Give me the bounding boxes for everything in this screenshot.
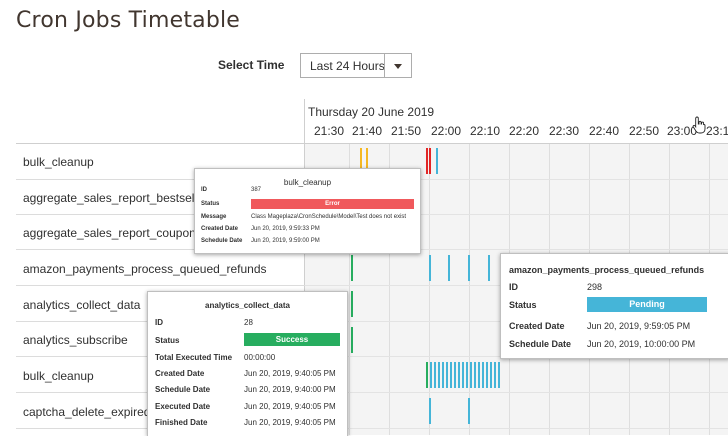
job-name: aggregate_sales_report_bestsellers_data <box>23 191 244 205</box>
job-bar[interactable] <box>442 362 444 388</box>
job-bar[interactable] <box>470 362 472 388</box>
select-time-value: Last 24 Hours <box>310 59 385 73</box>
tooltip-value: Class Mageplaza\CronSchedule\Model\Test … <box>251 214 407 220</box>
job-bar[interactable] <box>448 255 450 281</box>
tooltip-value: Jun 20, 2019, 9:40:05 PM <box>244 402 336 411</box>
page-title: Cron Jobs Timetable <box>16 8 241 33</box>
job-bar[interactable] <box>436 148 438 174</box>
time-tick: 22:00 <box>431 124 462 138</box>
tooltip-value: Jun 20, 2019, 10:00:00 PM <box>587 339 696 349</box>
job-name: analytics_collect_data <box>23 298 141 312</box>
status-badge-success: Success <box>244 333 340 346</box>
job-bar[interactable] <box>446 362 448 388</box>
tooltip-key: Schedule Date <box>155 385 211 394</box>
tooltip-key: Status <box>509 300 537 310</box>
tooltip-value: Jun 20, 2019, 9:59:00 PM <box>251 238 320 244</box>
job-name: bulk_cleanup <box>23 155 94 169</box>
job-bar[interactable] <box>429 255 431 281</box>
tooltip-key: Message <box>201 214 227 220</box>
tooltip-amazon-payments: amazon_payments_process_queued_refunds I… <box>500 253 728 359</box>
tooltip-title: amazon_payments_process_queued_refunds <box>509 265 705 275</box>
job-bar[interactable] <box>351 327 353 353</box>
job-bar[interactable] <box>351 291 353 317</box>
tooltip-key: Status <box>201 201 220 207</box>
timeline-date: Thursday 20 June 2019 <box>308 105 435 119</box>
tooltip-key: Executed Date <box>155 402 211 411</box>
tooltip-key: ID <box>201 187 207 193</box>
job-bar[interactable] <box>434 362 436 388</box>
tooltip-key: Schedule Date <box>509 339 572 349</box>
job-bar[interactable] <box>426 362 428 388</box>
tooltip-value: Jun 20, 2019, 9:59:05 PM <box>587 321 691 331</box>
time-tick: 22:10 <box>470 124 501 138</box>
job-bar[interactable] <box>494 362 496 388</box>
job-bar[interactable] <box>498 362 500 388</box>
hand-cursor-icon <box>692 116 706 134</box>
tooltip-key: Total Executed Time <box>155 353 233 362</box>
job-bar[interactable] <box>426 148 428 174</box>
job-bar[interactable] <box>429 148 431 174</box>
select-time-label: Select Time <box>218 58 285 72</box>
time-tick: 23:10 <box>706 124 728 138</box>
job-bar[interactable] <box>360 148 362 174</box>
timeline-header: Thursday 20 June 2019 21:30 21:40 21:50 … <box>305 99 728 144</box>
job-name: aggregate_sales_report_coupons_data <box>23 226 232 240</box>
tooltip-key: Created Date <box>201 226 239 232</box>
time-tick: 23:00 <box>667 124 698 138</box>
job-bar[interactable] <box>438 362 440 388</box>
tooltip-value: Jun 20, 2019, 9:59:33 PM <box>251 226 320 232</box>
tooltip-key: Status <box>155 336 180 345</box>
job-bar[interactable] <box>450 362 452 388</box>
tooltip-value: Jun 20, 2019, 9:40:05 PM <box>244 418 336 427</box>
job-bar[interactable] <box>462 362 464 388</box>
tooltip-key: Created Date <box>155 369 205 378</box>
job-bar[interactable] <box>486 362 488 388</box>
job-bar[interactable] <box>468 398 470 424</box>
tooltip-value: Jun 20, 2019, 9:40:00 PM <box>244 385 336 394</box>
job-bar[interactable] <box>458 362 460 388</box>
tooltip-value: 28 <box>244 318 253 327</box>
tooltip-key: Schedule Date <box>201 238 243 244</box>
dropdown-toggle[interactable] <box>384 54 411 77</box>
tooltip-bulk-cleanup: bulk_cleanup ID 387 Status Error Message… <box>194 168 421 254</box>
tooltip-analytics-collect: analytics_collect_data ID 28 Status Succ… <box>147 291 348 436</box>
status-badge-pending: Pending <box>587 297 707 312</box>
job-bar[interactable] <box>366 148 368 174</box>
status-badge-error: Error <box>251 199 414 209</box>
time-tick: 22:50 <box>629 124 660 138</box>
job-bar[interactable] <box>430 362 432 388</box>
job-bar[interactable] <box>474 362 476 388</box>
job-bar[interactable] <box>351 255 353 281</box>
time-tick: 21:40 <box>352 124 383 138</box>
tooltip-value: 298 <box>587 282 603 292</box>
tooltip-value: 387 <box>251 187 262 193</box>
job-bar[interactable] <box>488 255 490 281</box>
time-tick: 21:30 <box>314 124 345 138</box>
time-tick: 22:30 <box>549 124 580 138</box>
tooltip-key: Created Date <box>509 321 565 331</box>
time-tick: 22:20 <box>509 124 540 138</box>
job-bar[interactable] <box>490 362 492 388</box>
tooltip-title: bulk_cleanup <box>283 178 332 187</box>
time-tick: 21:50 <box>391 124 422 138</box>
time-tick: 22:40 <box>589 124 620 138</box>
tooltip-key: Finished Date <box>155 418 208 427</box>
tooltip-value: 00:00:00 <box>244 353 276 362</box>
job-bar[interactable] <box>468 255 470 281</box>
job-list-header <box>16 99 304 144</box>
tooltip-title: analytics_collect_data <box>205 301 290 310</box>
job-name: bulk_cleanup <box>23 369 94 383</box>
select-time-dropdown[interactable]: Last 24 Hours <box>300 53 412 78</box>
job-bar[interactable] <box>454 362 456 388</box>
tooltip-value: Jun 20, 2019, 9:40:05 PM <box>244 369 336 378</box>
job-bar[interactable] <box>478 362 480 388</box>
tooltip-key: ID <box>509 282 518 292</box>
job-name: analytics_subscribe <box>23 333 128 347</box>
job-bar[interactable] <box>466 362 468 388</box>
job-bar[interactable] <box>429 398 431 424</box>
job-bar[interactable] <box>482 362 484 388</box>
chevron-down-icon <box>394 64 402 69</box>
job-name: amazon_payments_process_queued_refunds <box>23 262 267 276</box>
tooltip-key: ID <box>155 318 163 327</box>
